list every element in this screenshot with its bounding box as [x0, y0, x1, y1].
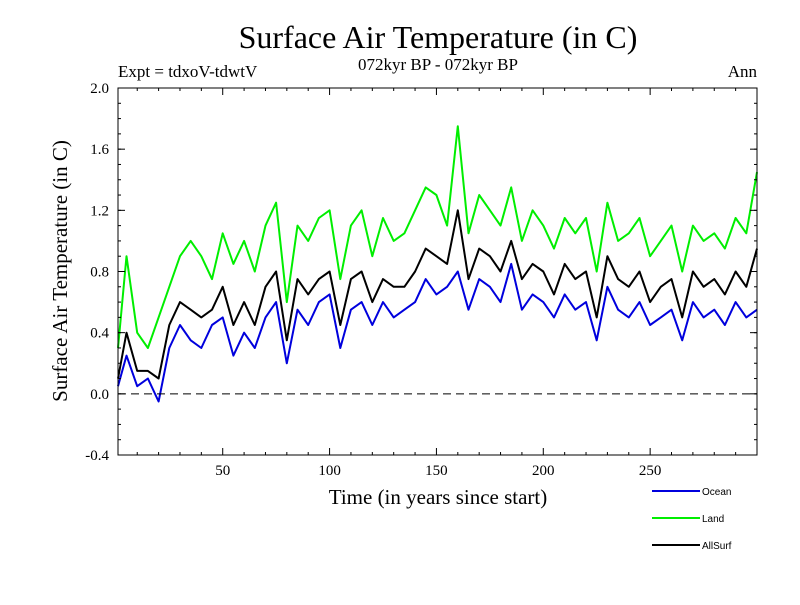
- y-tick-label: -0.4: [85, 448, 109, 464]
- x-tick-label: 200: [532, 463, 555, 479]
- y-tick-label: 0.0: [90, 387, 109, 403]
- series-group: [117, 125, 758, 403]
- x-tick-label: 50: [215, 463, 230, 479]
- y-tick-label: 1.6: [90, 142, 109, 158]
- x-axis-label: Time (in years since start): [329, 485, 548, 509]
- legend-label-land: Land: [702, 514, 724, 525]
- x-axis: 50 100 150 200 250: [136, 88, 737, 479]
- legend-label-allsurf: AllSurf: [702, 541, 732, 552]
- season-label: Ann: [728, 62, 758, 81]
- series-line-allsurf: [117, 209, 758, 380]
- series-line-land: [117, 125, 758, 349]
- legend: Ocean Land AllSurf: [652, 487, 732, 552]
- y-axis-label: Surface Air Temperature (in C): [48, 140, 72, 402]
- x-tick-label: 100: [318, 463, 341, 479]
- y-tick-label: 0.4: [90, 326, 109, 342]
- y-tick-label: 0.8: [90, 265, 109, 281]
- period-label: 072kyr BP - 072kyr BP: [358, 55, 518, 74]
- series-line-ocean: [117, 262, 758, 403]
- y-axis: -0.4 0.0 0.4 0.8 1.2 1.6 2.0: [85, 81, 757, 464]
- x-tick-label: 150: [425, 463, 448, 479]
- y-tick-label: 2.0: [90, 81, 109, 97]
- experiment-label: Expt = tdxoV-tdwtV: [118, 62, 258, 81]
- x-tick-label: 250: [639, 463, 662, 479]
- y-tick-label: 1.2: [90, 203, 109, 219]
- legend-label-ocean: Ocean: [702, 487, 731, 498]
- chart-title: Surface Air Temperature (in C): [239, 19, 638, 55]
